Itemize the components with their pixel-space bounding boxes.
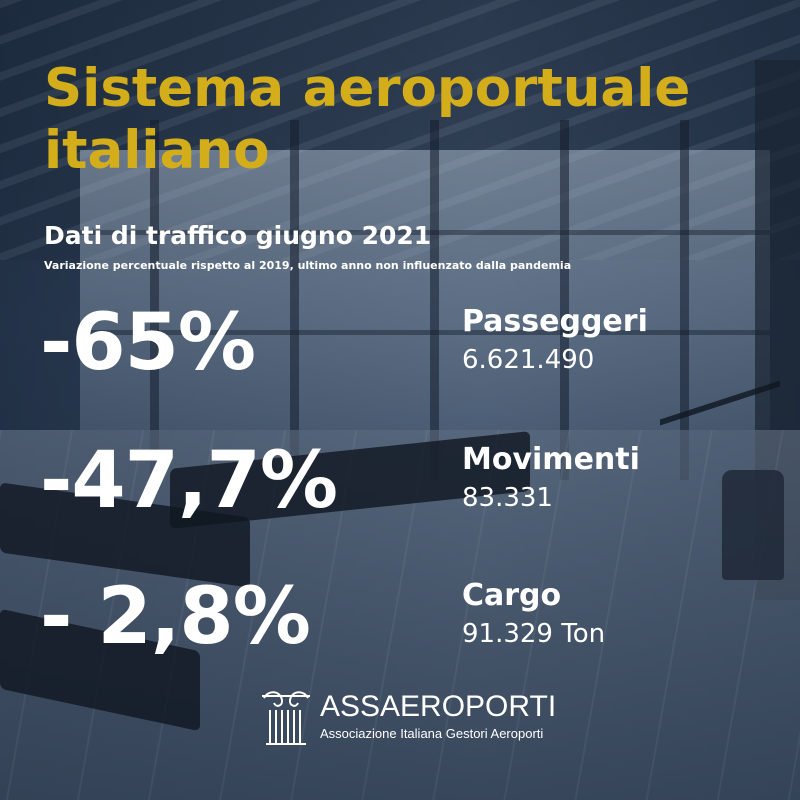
- stat-cargo: - 2,8% Cargo 91.329 Ton: [0, 572, 800, 702]
- subtitle: Dati di traffico giugno 2021: [44, 221, 432, 250]
- stat-passengers: -65% Passeggeri 6.621.490: [0, 298, 800, 428]
- logo-tagline: Associazione Italiana Gestori Aeroporti: [320, 726, 544, 741]
- window-mullion: [430, 120, 439, 480]
- terminal-ceiling: [0, 0, 800, 260]
- page-title: Sistema aeroportuale italiano: [44, 58, 690, 182]
- column-capital-icon: [262, 691, 310, 745]
- window-transom: [80, 230, 770, 235]
- logo-name: ASSAEROPORTI: [320, 690, 557, 723]
- stat-value: 91.329 Ton: [462, 619, 606, 649]
- window-mullion: [560, 120, 569, 480]
- stat-label: Passeggeri: [462, 304, 648, 339]
- stat-value: 83.331: [462, 483, 553, 513]
- stat-label: Movimenti: [462, 442, 640, 477]
- window-mullion: [290, 120, 299, 480]
- stat-movements: -47,7% Movimenti 83.331: [0, 436, 800, 566]
- stat-percent: -65%: [40, 298, 256, 388]
- stat-percent: - 2,8%: [40, 572, 311, 662]
- window-mullion: [680, 120, 689, 480]
- stat-percent: -47,7%: [40, 436, 338, 526]
- window-transom: [80, 330, 770, 335]
- terminal-window: [80, 150, 770, 430]
- title-line-2: italiano: [44, 120, 270, 181]
- title-line-1: Sistema aeroportuale: [44, 58, 691, 119]
- assaeroporti-logo: ASSAEROPORTI Associazione Italiana Gesto…: [258, 688, 578, 748]
- window-mullion: [150, 120, 159, 480]
- comparison-note: Variazione percentuale rispetto al 2019,…: [44, 259, 572, 272]
- trash-bin: [722, 470, 784, 580]
- stat-value: 6.621.490: [462, 345, 595, 375]
- stat-label: Cargo: [462, 578, 562, 613]
